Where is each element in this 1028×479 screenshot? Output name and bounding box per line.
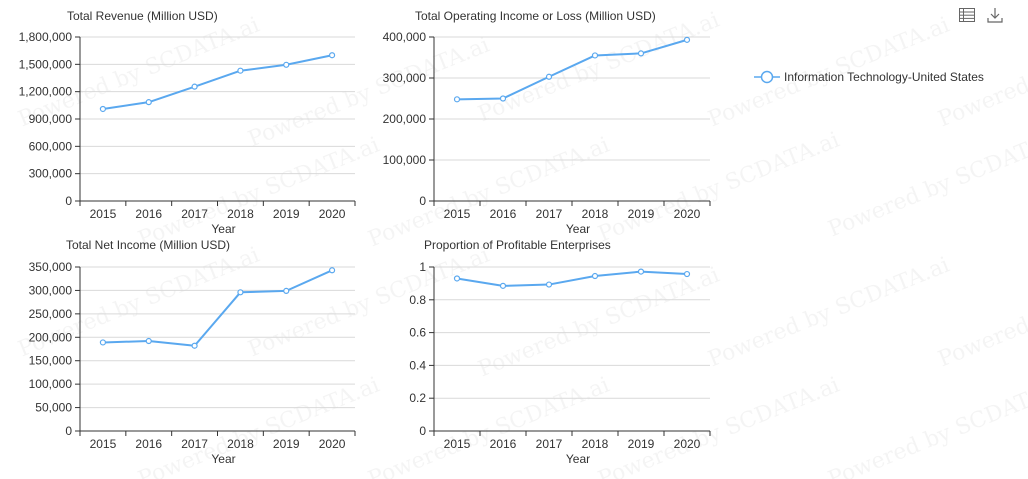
y-tick-label: 350,000 bbox=[29, 260, 73, 274]
y-tick-label: 150,000 bbox=[29, 354, 73, 368]
legend-item[interactable]: Information Technology-United States bbox=[754, 70, 984, 84]
data-point bbox=[237, 67, 244, 74]
x-tick-label: 2017 bbox=[536, 437, 563, 451]
y-tick-label: 300,000 bbox=[29, 283, 73, 297]
x-tick-label: 2015 bbox=[90, 437, 117, 451]
x-tick-label: 2017 bbox=[536, 207, 563, 221]
x-tick-label: 2016 bbox=[490, 207, 517, 221]
data-point bbox=[591, 272, 599, 280]
data-point bbox=[453, 96, 461, 103]
x-tick-label: 2016 bbox=[135, 207, 162, 221]
y-tick-label: 200,000 bbox=[29, 330, 73, 344]
data-point bbox=[283, 61, 290, 68]
y-tick-label: 0 bbox=[65, 424, 72, 438]
download-icon[interactable] bbox=[986, 6, 1004, 24]
y-tick-label: 0.8 bbox=[409, 293, 426, 307]
chart-toolbar bbox=[958, 6, 1004, 24]
x-tick-label: 2016 bbox=[490, 437, 517, 451]
y-tick-label: 0.6 bbox=[409, 326, 426, 340]
x-tick-label: 2019 bbox=[628, 207, 655, 221]
x-tick-label: 2017 bbox=[181, 437, 208, 451]
x-tick-label: 2019 bbox=[273, 207, 300, 221]
chart-title: Proportion of Profitable Enterprises bbox=[424, 238, 611, 252]
data-view-icon[interactable] bbox=[958, 6, 976, 24]
chart-2: Total Operating Income or Loss (Million … bbox=[383, 9, 711, 236]
data-point bbox=[191, 83, 198, 90]
data-point bbox=[637, 50, 645, 57]
y-tick-label: 0.4 bbox=[409, 358, 426, 372]
y-tick-label: 900,000 bbox=[29, 112, 73, 126]
y-tick-label: 300,000 bbox=[383, 71, 427, 85]
chart-title: Total Operating Income or Loss (Million … bbox=[415, 9, 656, 23]
y-tick-label: 100,000 bbox=[29, 377, 73, 391]
x-axis-label: Year bbox=[566, 452, 590, 466]
x-axis-label: Year bbox=[566, 222, 590, 236]
x-tick-label: 2020 bbox=[674, 207, 701, 221]
x-tick-label: 2019 bbox=[273, 437, 300, 451]
data-point bbox=[328, 52, 336, 59]
x-tick-label: 2017 bbox=[181, 207, 208, 221]
x-tick-label: 2020 bbox=[674, 437, 701, 451]
data-point bbox=[99, 105, 107, 113]
y-tick-label: 0 bbox=[419, 424, 426, 438]
x-tick-label: 2018 bbox=[582, 437, 609, 451]
chart-1: Total Revenue (Million USD) 0 300,000 600,0… bbox=[19, 9, 356, 236]
y-tick-label: 250,000 bbox=[29, 307, 73, 321]
y-tick-label: 0 bbox=[65, 194, 72, 208]
x-tick-label: 2016 bbox=[135, 437, 162, 451]
data-point bbox=[683, 270, 691, 278]
data-point bbox=[283, 287, 290, 294]
x-tick-label: 2015 bbox=[444, 207, 471, 221]
data-point bbox=[237, 289, 244, 296]
x-tick-label: 2018 bbox=[227, 207, 254, 221]
x-tick-label: 2020 bbox=[319, 437, 346, 451]
chart-4: Proportion of Profitable Enterprises 0 0.2… bbox=[409, 238, 711, 466]
x-tick-label: 2015 bbox=[90, 207, 117, 221]
y-tick-label: 1 bbox=[419, 260, 426, 274]
y-tick-label: 400,000 bbox=[383, 30, 427, 44]
chart-title: Total Net Income (Million USD) bbox=[66, 238, 230, 252]
y-tick-label: 0 bbox=[419, 194, 426, 208]
y-tick-label: 300,000 bbox=[29, 167, 73, 181]
series-line bbox=[102, 269, 333, 347]
data-point bbox=[99, 339, 107, 346]
data-point bbox=[145, 337, 152, 345]
y-tick-label: 0.2 bbox=[409, 391, 426, 405]
data-point bbox=[328, 267, 336, 274]
data-point bbox=[637, 268, 645, 275]
chart-title: Total Revenue (Million USD) bbox=[67, 9, 218, 23]
y-tick-label: 1,200,000 bbox=[19, 85, 73, 99]
y-tick-label: 1,500,000 bbox=[19, 57, 73, 71]
series-line bbox=[102, 54, 333, 110]
data-point bbox=[145, 99, 152, 106]
x-tick-label: 2015 bbox=[444, 437, 471, 451]
x-axis-label: Year bbox=[211, 452, 235, 466]
x-tick-label: 2018 bbox=[227, 437, 254, 451]
data-point bbox=[591, 52, 599, 59]
y-tick-label: 50,000 bbox=[35, 401, 72, 415]
y-tick-label: 100,000 bbox=[383, 153, 427, 167]
legend-label: Information Technology-United States bbox=[784, 70, 984, 84]
data-point bbox=[499, 282, 507, 289]
data-point bbox=[683, 36, 691, 43]
legend-marker-icon bbox=[754, 70, 780, 84]
data-point bbox=[453, 275, 461, 282]
data-point bbox=[545, 73, 553, 80]
series-line bbox=[456, 270, 688, 287]
y-tick-label: 200,000 bbox=[383, 112, 427, 126]
data-point bbox=[191, 342, 198, 349]
data-point bbox=[499, 95, 507, 102]
chart-3: Total Net Income (Million USD) 0 50,000 100… bbox=[29, 238, 356, 466]
y-tick-label: 600,000 bbox=[29, 139, 73, 153]
x-tick-label: 2018 bbox=[582, 207, 609, 221]
data-point bbox=[545, 281, 553, 288]
x-tick-label: 2020 bbox=[319, 207, 346, 221]
series-line bbox=[456, 38, 688, 101]
y-tick-label: 1,800,000 bbox=[19, 30, 73, 44]
x-tick-label: 2019 bbox=[628, 437, 655, 451]
x-axis-label: Year bbox=[211, 222, 235, 236]
